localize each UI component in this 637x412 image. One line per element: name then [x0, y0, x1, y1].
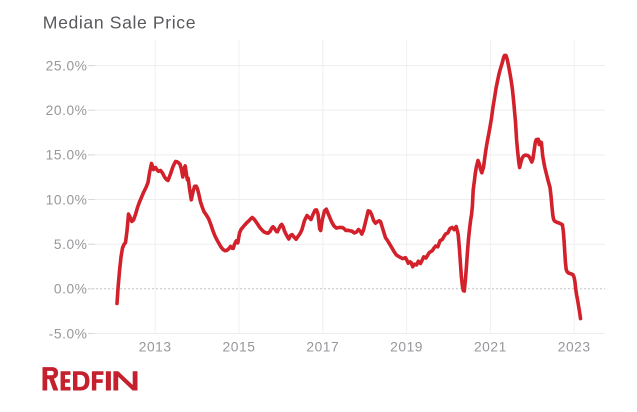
svg-text:25.0%: 25.0% — [46, 58, 88, 73]
svg-text:2021: 2021 — [474, 339, 507, 354]
svg-text:2017: 2017 — [306, 339, 339, 354]
svg-text:2015: 2015 — [223, 339, 256, 354]
svg-text:Median Sale Price: Median Sale Price — [43, 13, 196, 33]
svg-text:-5.0%: -5.0% — [49, 326, 88, 341]
svg-text:15.0%: 15.0% — [46, 148, 88, 163]
svg-text:20.0%: 20.0% — [46, 103, 88, 118]
svg-text:2019: 2019 — [390, 339, 423, 354]
svg-text:5.0%: 5.0% — [54, 237, 88, 252]
svg-text:2013: 2013 — [139, 339, 172, 354]
svg-text:10.0%: 10.0% — [46, 192, 88, 207]
svg-text:2023: 2023 — [558, 339, 591, 354]
svg-text:0.0%: 0.0% — [54, 282, 88, 297]
